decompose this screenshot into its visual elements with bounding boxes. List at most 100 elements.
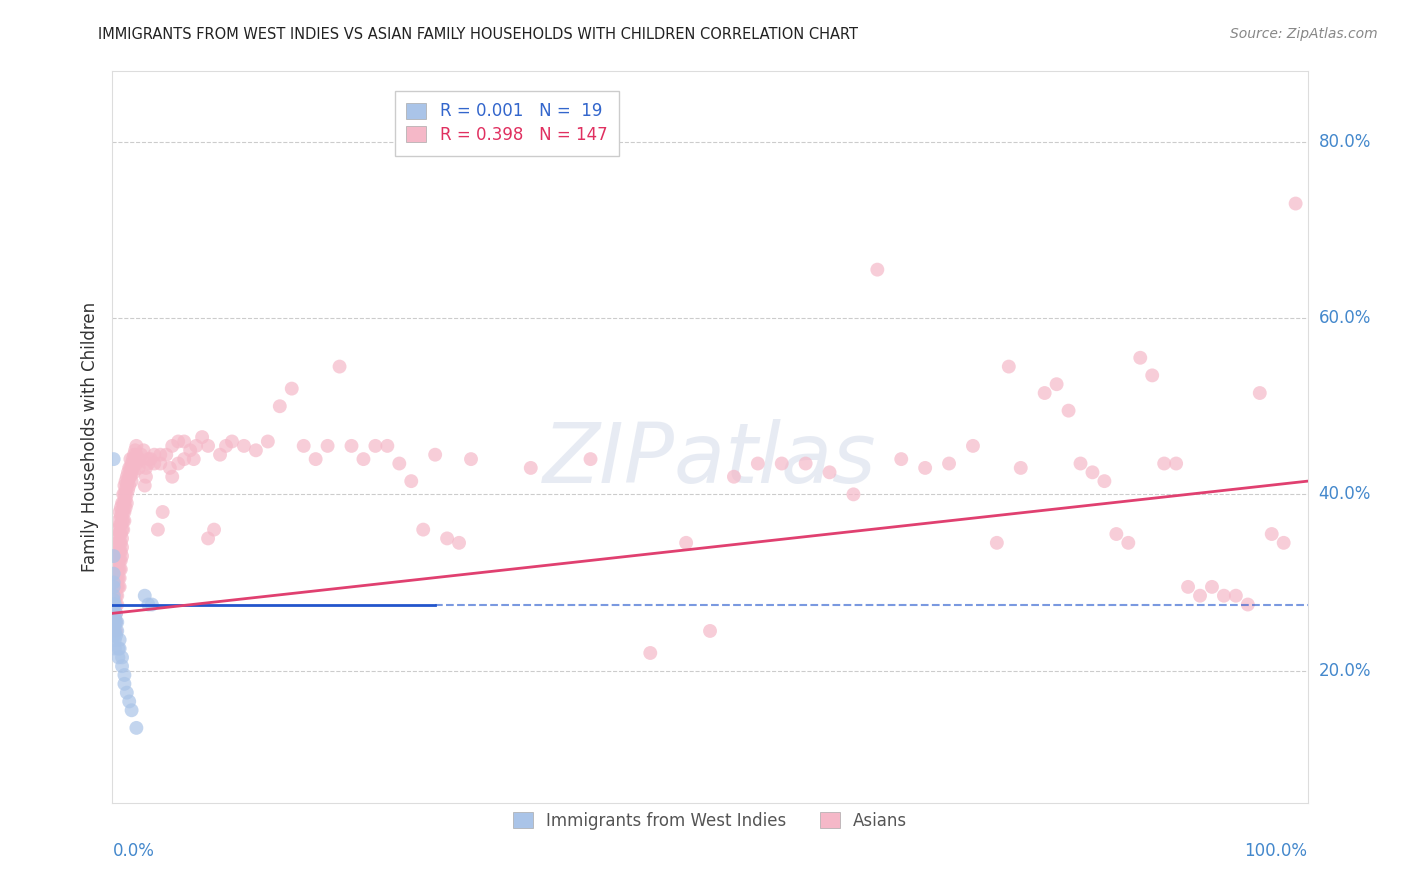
Text: IMMIGRANTS FROM WEST INDIES VS ASIAN FAMILY HOUSEHOLDS WITH CHILDREN CORRELATION: IMMIGRANTS FROM WEST INDIES VS ASIAN FAM… bbox=[98, 27, 859, 42]
Point bbox=[103, 549, 125, 563]
Point bbox=[114, 487, 135, 501]
Text: 60.0%: 60.0% bbox=[1319, 310, 1371, 327]
Point bbox=[110, 500, 132, 515]
Point bbox=[107, 553, 129, 567]
Point bbox=[111, 496, 134, 510]
Point bbox=[108, 641, 131, 656]
Point bbox=[103, 607, 125, 621]
Point bbox=[104, 624, 127, 638]
Point bbox=[103, 452, 125, 467]
Point bbox=[162, 469, 183, 483]
Point bbox=[640, 646, 662, 660]
Point bbox=[114, 483, 136, 497]
Point bbox=[1142, 368, 1164, 383]
Point bbox=[108, 632, 131, 647]
Point bbox=[135, 469, 157, 483]
Point bbox=[128, 461, 150, 475]
Point bbox=[179, 443, 201, 458]
Point bbox=[107, 514, 129, 528]
Point bbox=[105, 571, 128, 585]
Text: 80.0%: 80.0% bbox=[1319, 133, 1371, 151]
Point bbox=[138, 598, 160, 612]
Point bbox=[245, 443, 267, 458]
Point bbox=[818, 466, 841, 480]
Point bbox=[103, 619, 125, 633]
Point bbox=[520, 461, 543, 475]
Point bbox=[152, 505, 174, 519]
Point bbox=[401, 474, 423, 488]
Legend: Immigrants from West Indies, Asians: Immigrants from West Indies, Asians bbox=[505, 804, 915, 838]
Point bbox=[121, 466, 143, 480]
Point bbox=[998, 359, 1021, 374]
Point bbox=[105, 615, 128, 629]
Point bbox=[111, 514, 134, 528]
Point bbox=[134, 589, 156, 603]
Point bbox=[111, 532, 134, 546]
Point bbox=[105, 589, 128, 603]
Point bbox=[186, 439, 208, 453]
Point bbox=[1201, 580, 1223, 594]
Point bbox=[1105, 527, 1128, 541]
Point bbox=[125, 439, 148, 453]
Point bbox=[103, 607, 125, 621]
Point bbox=[1166, 457, 1188, 471]
Point bbox=[104, 598, 127, 612]
Point bbox=[1261, 527, 1284, 541]
Point bbox=[1118, 536, 1140, 550]
Point bbox=[120, 469, 142, 483]
Point bbox=[132, 443, 155, 458]
Point bbox=[105, 562, 128, 576]
Point bbox=[436, 532, 458, 546]
Point bbox=[146, 523, 169, 537]
Point bbox=[770, 457, 793, 471]
Point bbox=[112, 487, 135, 501]
Point bbox=[221, 434, 243, 449]
Point bbox=[340, 439, 363, 453]
Point bbox=[118, 478, 141, 492]
Point bbox=[460, 452, 482, 467]
Point bbox=[117, 474, 139, 488]
Point bbox=[197, 439, 219, 453]
Point bbox=[104, 602, 127, 616]
Point bbox=[105, 523, 128, 537]
Point bbox=[104, 593, 127, 607]
Point bbox=[1129, 351, 1152, 365]
Point bbox=[111, 540, 134, 554]
Point bbox=[108, 580, 131, 594]
Point bbox=[1285, 196, 1308, 211]
Point bbox=[108, 518, 131, 533]
Point bbox=[890, 452, 912, 467]
Point bbox=[103, 589, 125, 603]
Point bbox=[108, 571, 131, 585]
Point bbox=[1033, 386, 1056, 401]
Point bbox=[699, 624, 721, 638]
Point bbox=[105, 589, 128, 603]
Point bbox=[115, 496, 138, 510]
Point bbox=[103, 602, 125, 616]
Point bbox=[1177, 580, 1199, 594]
Point bbox=[107, 536, 129, 550]
Point bbox=[794, 457, 817, 471]
Point bbox=[110, 518, 132, 533]
Point bbox=[138, 457, 160, 471]
Point bbox=[675, 536, 697, 550]
Point bbox=[209, 448, 232, 462]
Point bbox=[377, 439, 399, 453]
Point bbox=[103, 589, 125, 603]
Point bbox=[747, 457, 769, 471]
Point bbox=[138, 452, 160, 467]
Point bbox=[1081, 466, 1104, 480]
Point bbox=[159, 461, 181, 475]
Point bbox=[257, 434, 280, 449]
Point bbox=[105, 562, 128, 576]
Point bbox=[103, 611, 125, 625]
Point bbox=[1094, 474, 1116, 488]
Point bbox=[233, 439, 256, 453]
Point bbox=[105, 607, 128, 621]
Point bbox=[316, 439, 339, 453]
Point bbox=[111, 549, 134, 563]
Point bbox=[1057, 403, 1080, 417]
Point bbox=[103, 580, 125, 594]
Point bbox=[117, 466, 139, 480]
Point bbox=[107, 650, 129, 665]
